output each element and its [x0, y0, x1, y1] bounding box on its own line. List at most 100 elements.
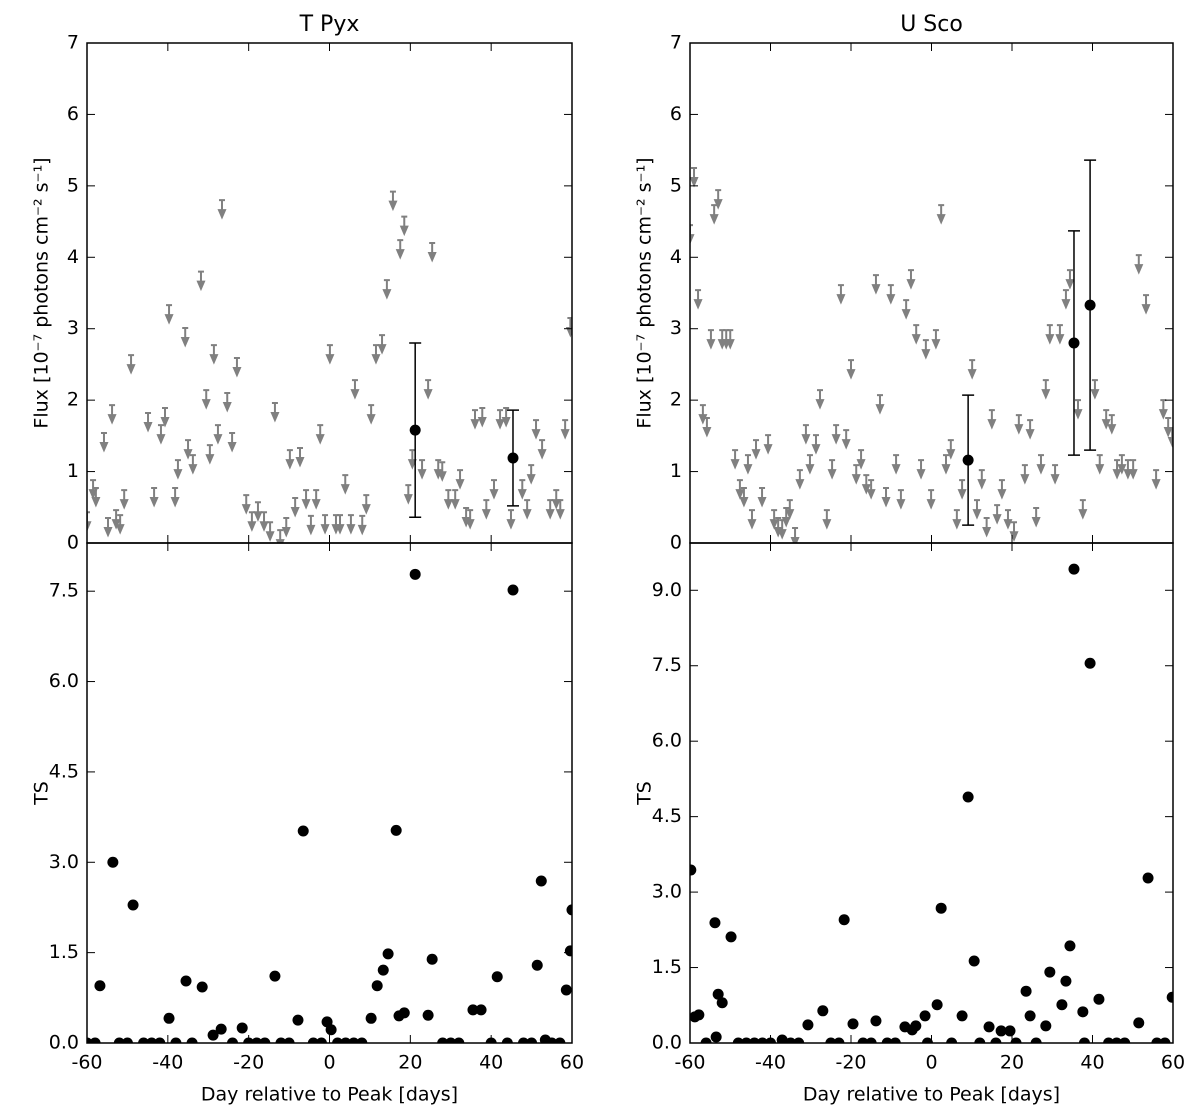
upper-limit-arrow — [91, 487, 101, 508]
upper-limit-arrow — [946, 439, 956, 460]
ts-point — [227, 1037, 238, 1043]
ts-point — [107, 856, 119, 868]
upper-limit-arrow — [1050, 464, 1060, 485]
upper-limit-arrow — [822, 509, 832, 530]
upper-limit-arrow — [281, 517, 291, 538]
ts-point — [382, 948, 394, 960]
upper-limit-arrow — [901, 299, 911, 320]
ts-point — [467, 1004, 479, 1016]
ts-point — [356, 1037, 368, 1043]
ts-point — [269, 970, 281, 982]
upper-limit-arrow — [952, 509, 962, 530]
upper-limit-arrow — [886, 284, 896, 305]
ts-point — [935, 902, 947, 914]
ts-point — [962, 791, 974, 803]
ts-point — [121, 1037, 133, 1043]
upper-limit-arrow — [295, 447, 305, 468]
x-tick-label: 20 — [398, 1052, 422, 1074]
ts-point — [716, 997, 728, 1009]
ts-point — [398, 1007, 410, 1019]
upper-limit-arrow — [739, 487, 749, 508]
upper-limit-arrow — [811, 434, 821, 455]
upper-limit-arrow — [551, 489, 561, 510]
ts-point — [1044, 966, 1056, 978]
upper-limit-arrow — [1128, 459, 1138, 480]
upper-limit-arrow — [730, 449, 740, 470]
upper-limit-arrow — [149, 487, 159, 508]
upper-limit-arrow — [866, 479, 876, 500]
x-tick-label: 40 — [1080, 1052, 1104, 1074]
upper-limit-arrow — [763, 434, 773, 455]
ts-point — [725, 931, 737, 943]
y-tick-label: 2 — [670, 389, 682, 411]
ts-point — [138, 1037, 150, 1043]
upper-limit-arrow — [270, 402, 280, 423]
ts-point — [1159, 1037, 1171, 1043]
ts-point — [146, 1037, 158, 1043]
y-tick-label: 4.5 — [652, 805, 682, 827]
upper-limit-arrow — [275, 529, 285, 543]
upper-limit-arrow — [1134, 254, 1144, 275]
upper-limit-arrow — [156, 424, 166, 445]
y-tick-label: 1.5 — [49, 941, 79, 963]
ts-point — [507, 584, 519, 596]
ts-point — [154, 1037, 166, 1043]
x-tick-label: -60 — [674, 1052, 705, 1074]
x-tick-label: -20 — [233, 1052, 264, 1074]
upper-limit-arrow — [205, 444, 215, 465]
ts-point — [1119, 1037, 1131, 1043]
upper-limit-arrow — [1020, 464, 1030, 485]
upper-limit-arrow — [1073, 399, 1083, 420]
upper-limit-arrow — [777, 519, 787, 540]
ts-point — [251, 1037, 263, 1043]
upper-limit-arrow — [560, 419, 570, 440]
ts-point — [215, 1023, 227, 1035]
upper-limit-arrow — [107, 404, 117, 425]
ts-point — [89, 1037, 101, 1043]
upper-limit-arrow — [785, 499, 795, 520]
ts-point — [315, 1037, 327, 1043]
upper-limit-arrow — [1141, 294, 1151, 315]
ts-point — [259, 1037, 271, 1043]
chart-title: U Sco — [900, 12, 963, 37]
detection-point — [1084, 299, 1096, 311]
upper-limit-arrow — [143, 412, 153, 433]
ts-point — [1078, 1037, 1090, 1043]
upper-limit-arrow — [1151, 469, 1161, 490]
upper-limit-arrow — [1107, 414, 1117, 435]
ts-point — [163, 1012, 175, 1024]
plot-area — [690, 159, 1173, 543]
upper-limit-arrow — [941, 454, 951, 475]
upper-limit-arrow — [188, 454, 198, 475]
y-tick-label: 9.0 — [652, 579, 682, 601]
ts-point — [990, 1037, 1002, 1043]
y-tick-label: 6.0 — [652, 730, 682, 752]
ts-point — [974, 1037, 986, 1043]
upper-limit-arrow — [335, 514, 345, 535]
upper-limit-arrow — [871, 274, 881, 295]
upper-limit-arrow — [1014, 414, 1024, 435]
upper-limit-arrow — [443, 489, 453, 510]
upper-limit-arrow — [357, 514, 367, 536]
y-axis-label: Flux [10⁻⁷ photons cm⁻² s⁻¹] — [31, 157, 53, 428]
upper-limit-arrow — [795, 469, 805, 490]
y-tick-label: 3.0 — [652, 881, 682, 903]
upper-limit-arrow — [702, 417, 712, 438]
ts-point — [709, 917, 721, 929]
upper-limit-arrow — [1025, 419, 1035, 440]
upper-limit-arrow — [227, 432, 237, 453]
upper-limit-arrow — [790, 527, 800, 543]
upper-limit-arrow — [1101, 409, 1111, 430]
upper-limit-arrow — [531, 419, 541, 440]
upper-limit-arrow — [1045, 324, 1055, 345]
ts-point — [776, 1034, 788, 1043]
upper-limit-arrow — [506, 509, 516, 530]
ts-point — [180, 975, 192, 987]
upper-limit-arrow — [992, 504, 1002, 525]
ts-point — [1040, 1020, 1052, 1032]
upper-limit-arrow — [301, 489, 311, 510]
upper-limit-arrow — [690, 167, 699, 188]
upper-limit-arrow — [735, 479, 745, 500]
upper-limit-arrow — [495, 409, 505, 430]
ts-point — [409, 568, 421, 580]
